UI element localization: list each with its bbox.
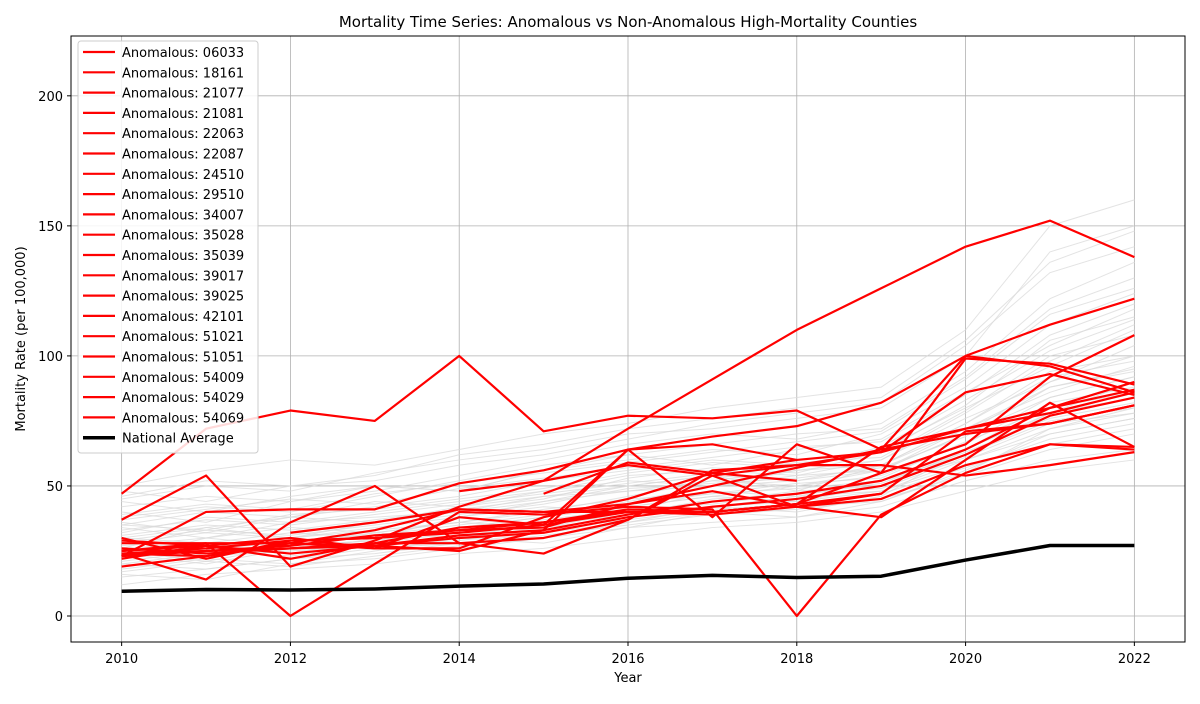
background-series-line — [121, 303, 1135, 521]
legend-label: Anomalous: 21081 — [122, 107, 244, 122]
anomalous-series-line — [121, 297, 1135, 558]
legend-label: Anomalous: 22063 — [122, 127, 244, 142]
background-series-line — [121, 261, 1135, 508]
background-series-line — [121, 449, 1135, 581]
y-tick-label: 200 — [38, 90, 63, 105]
legend-label: Anomalous: 06033 — [122, 46, 244, 61]
national-average-group — [121, 543, 1135, 594]
legend-label: Anomalous: 39017 — [122, 269, 244, 284]
anomalous-series-group — [120, 219, 1135, 618]
axis-ticks: 2010 2012 2014 2016 2018 2020 2022 0 50 100 150 200 — [38, 90, 1151, 667]
background-series-line — [121, 293, 1135, 513]
legend-label: Anomalous: 51021 — [122, 330, 244, 345]
chart-title: Mortality Time Series: Anomalous vs Non-… — [339, 13, 918, 31]
anomalous-series-line — [121, 219, 1135, 568]
x-axis-label: Year — [613, 671, 642, 686]
anomalous-series-line — [121, 396, 1135, 555]
y-axis-label: Mortality Rate (per 100,000) — [14, 246, 29, 431]
legend-label: Anomalous: 18161 — [122, 66, 244, 81]
background-series-line — [121, 319, 1135, 531]
legend-label: Anomalous: 24510 — [122, 168, 244, 183]
y-tick-label: 150 — [38, 220, 63, 235]
legend: Anomalous: 06033 Anomalous: 18161 Anomalou… — [77, 40, 259, 454]
y-tick-label: 0 — [55, 610, 63, 625]
x-tick-label: 2010 — [105, 652, 138, 667]
background-series-line — [121, 316, 1135, 536]
x-tick-label: 2018 — [780, 652, 813, 667]
x-tick-label: 2012 — [274, 652, 307, 667]
anomalous-series-line — [121, 451, 1135, 560]
legend-label: Anomalous: 42101 — [122, 310, 244, 325]
legend-label: Anomalous: 35028 — [122, 229, 244, 244]
grid — [71, 36, 1185, 642]
legend-label: Anomalous: 54069 — [122, 411, 244, 426]
legend-box — [77, 40, 259, 454]
anomalous-series-line — [121, 443, 1135, 618]
anomalous-series-line — [290, 443, 1135, 534]
legend-label: Anomalous: 54009 — [122, 371, 244, 386]
legend-label: Anomalous: 34007 — [122, 208, 244, 223]
y-tick-label: 100 — [38, 350, 63, 365]
legend-label: Anomalous: 51051 — [122, 351, 244, 366]
x-tick-label: 2022 — [1118, 652, 1151, 667]
background-series-line — [121, 368, 1135, 542]
legend-label: Anomalous: 54029 — [122, 391, 244, 406]
background-series-line — [121, 199, 1135, 487]
background-series-line — [121, 334, 1135, 531]
legend-label: Anomalous: 21077 — [122, 87, 244, 102]
legend-label: Anomalous: 39025 — [122, 290, 244, 305]
anomalous-series-line — [121, 391, 1135, 550]
legend-label: Anomalous: 29510 — [122, 188, 244, 203]
legend-label: Anomalous: 35039 — [122, 249, 244, 264]
background-series-line — [121, 459, 1135, 586]
national-average-line — [121, 543, 1135, 594]
anomalous-series-line — [121, 380, 1135, 560]
background-series-line — [121, 360, 1135, 539]
y-tick-label: 50 — [46, 480, 63, 495]
legend-label: Anomalous: 22087 — [122, 148, 244, 163]
x-tick-label: 2016 — [611, 652, 644, 667]
x-tick-label: 2020 — [949, 652, 982, 667]
x-tick-label: 2014 — [443, 652, 476, 667]
legend-label: National Average — [122, 432, 234, 447]
